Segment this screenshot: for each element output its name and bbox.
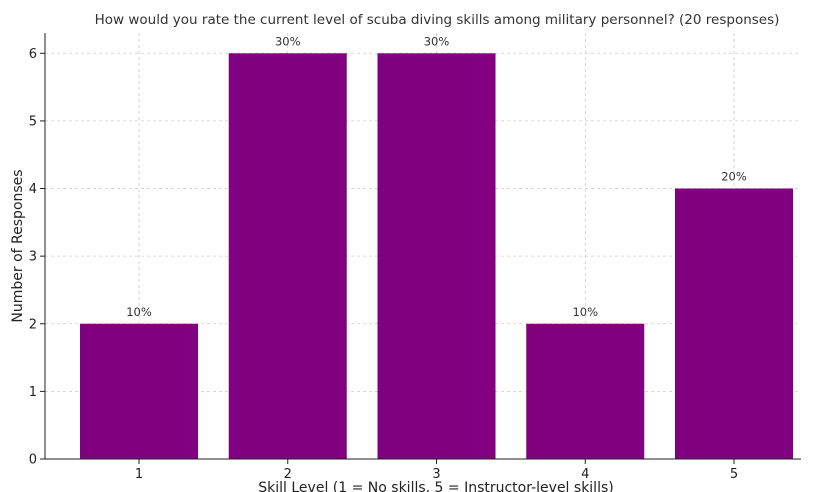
y-tick-label: 0 <box>29 453 37 468</box>
bar <box>228 53 347 460</box>
y-tick-label: 5 <box>29 114 37 129</box>
bars <box>80 53 793 460</box>
bar-data-label: 30% <box>275 34 301 48</box>
bar <box>526 323 645 459</box>
x-tick-label: 3 <box>432 467 440 482</box>
y-tick-label: 4 <box>29 182 37 197</box>
bar-data-label: 10% <box>126 305 152 319</box>
x-tick-label: 4 <box>581 467 589 482</box>
x-axis-label: Skill Level (1 = No skills, 5 = Instruct… <box>258 480 613 492</box>
y-tick-label: 2 <box>29 317 37 332</box>
axes: 0 1 2 3 4 5 6 1 2 3 4 5 <box>29 33 801 482</box>
bar <box>377 53 496 460</box>
x-tick-label: 2 <box>284 467 292 482</box>
y-tick-label: 6 <box>29 47 37 62</box>
y-axis-label: Number of Responses <box>10 169 26 322</box>
bar-data-label: 30% <box>424 34 450 48</box>
y-tick-label: 1 <box>29 385 37 400</box>
x-tick-label: 1 <box>135 467 143 482</box>
y-tick-label: 3 <box>29 250 37 265</box>
bar <box>675 188 793 459</box>
chart-title: How would you rate the current level of … <box>95 12 780 28</box>
bar <box>80 323 198 459</box>
bar-data-label: 10% <box>572 305 598 319</box>
bar-data-label: 20% <box>721 170 747 184</box>
x-tick-label: 5 <box>730 467 738 482</box>
data-labels: 10% 30% 30% 10% 20% <box>126 34 747 318</box>
